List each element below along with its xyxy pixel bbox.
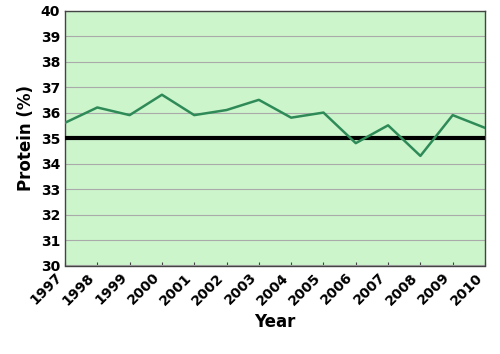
X-axis label: Year: Year [254,313,296,331]
Y-axis label: Protein (%): Protein (%) [17,85,35,191]
